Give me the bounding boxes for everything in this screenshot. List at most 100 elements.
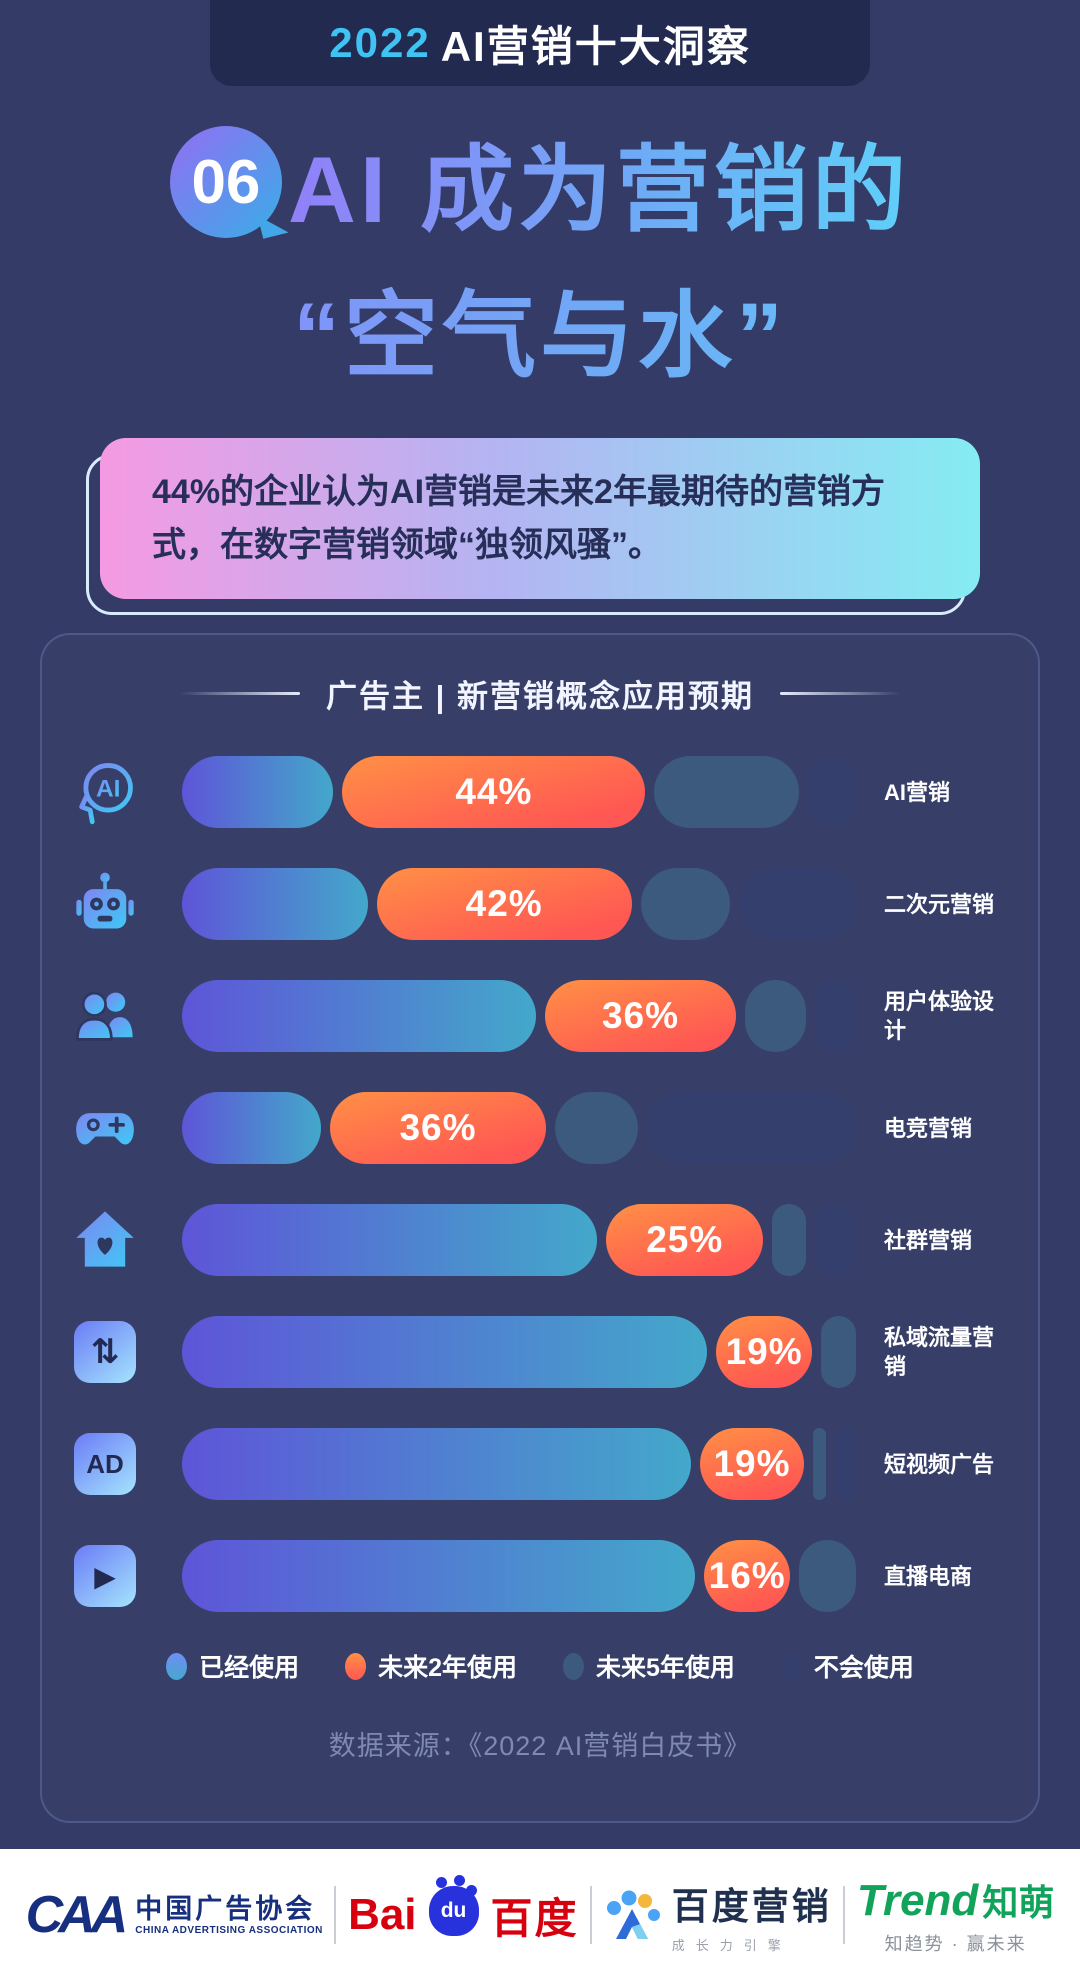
legend-item-future2: 未来2年使用 [345,1648,517,1684]
caa-logo: CAA 中国广告协会 CHINA ADVERTISING ASSOCIATION [26,1885,323,1945]
baidu-marketing-tagline: 成长力引擎 [671,1938,792,1954]
chart-row: ⇅ 19% 私域流量营销 [70,1296,1010,1408]
bar-segment-future2: 36% [545,980,736,1053]
trend-logo: Trend 知萌 知趋势 · 赢未来 [857,1874,1054,1956]
bar-segment-future5 [640,868,730,941]
legend-dot-future5 [563,1652,584,1680]
bar-rows: AI 44% AI营销 42% 二次元营销 36% 用户体验设计 36% 电竞营销 [70,736,1010,1632]
caa-name-en: CHINA ADVERTISING ASSOCIATION [135,1924,323,1936]
bar-category-label: AI营销 [884,779,951,805]
title-rule-right [779,692,900,696]
callout-box: 44%的企业认为AI营销是未来2年最期待的营销方式，在数字营销领域“独领风骚”。 [86,438,980,616]
insight-number-badge: 06 [169,126,282,238]
legend-item-never: 不会使用 [780,1648,914,1684]
chart-row: AD 19% 短视频广告 [70,1408,1010,1520]
bar-segment-future5 [744,980,807,1053]
headline-line1: AI 成为营销的 [288,114,910,250]
bar-segment-future2: 44% [342,756,646,829]
bar-segment-future5 [812,1428,827,1501]
bar-segment-used [182,1204,598,1277]
bar-track: 44% [182,756,856,829]
robot-icon [70,869,140,939]
bar-segment-never [815,980,856,1053]
chart-header: 广告主 | 新营销概念应用预期 [70,671,1010,716]
legend-dot-never [780,1652,802,1680]
top-banner-wrap: 2022 AI营销十大洞察 [0,0,1080,86]
trend-tagline: 知趋势 · 赢未来 [884,1934,1027,1955]
bar-track: 36% [182,1092,856,1165]
banner-year: 2022 [329,19,431,66]
bar-segment-future5 [772,1204,807,1277]
legend-label: 未来2年使用 [378,1654,517,1683]
bar-segment-never [835,1428,857,1501]
bar-segment-never [647,1092,856,1165]
headline-block: 06 AI 成为营销的 “空气与水” [0,114,1080,396]
bar-track: 16% [182,1540,856,1613]
baidu-name-cn: 百度 [490,1894,579,1942]
callout-text: 44%的企业认为AI营销是未来2年最期待的营销方式，在数字营销领域“独领风骚”。 [152,473,885,564]
legend-dot-future2 [345,1652,367,1680]
ad-badge-icon: AD [70,1429,140,1499]
bar-segment-never [815,1204,856,1277]
bar-segment-future2: 19% [700,1428,804,1501]
bar-segment-future2: 36% [330,1092,546,1165]
chart-row: 36% 用户体验设计 [70,960,1010,1072]
trend-name-cn: 知萌 [982,1882,1055,1924]
bar-segment-never [739,868,857,941]
play-icon: ▶ [70,1541,140,1611]
ad-badge-icon: AD [74,1433,136,1496]
ai-head-icon: AI [70,757,140,827]
bar-segment-used [182,756,334,829]
footer-separator [843,1886,846,1945]
bar-category-label: 二次元营销 [884,891,995,917]
baidu-logo: Bai du 百度 [348,1877,579,1946]
footer-separator [590,1886,593,1945]
bar-segment-used [182,1092,322,1165]
bar-category-label: 直播电商 [884,1563,973,1589]
bar-segment-used [182,1540,696,1613]
bar-segment-used [182,868,368,941]
top-banner: 2022 AI营销十大洞察 [210,0,870,86]
bar-segment-future5 [798,1540,856,1613]
bar-segment-used [182,1428,692,1501]
bar-category-label: 社群营销 [884,1227,973,1253]
callout-wrap: 44%的企业认为AI营销是未来2年最期待的营销方式，在数字营销领域“独领风骚”。 [0,438,1080,616]
baidu-bai-text: Bai [348,1890,417,1940]
arrows-updown-icon: ⇅ [74,1321,136,1384]
banner-title: AI营销十大洞察 [440,22,751,70]
bar-segment-future5 [821,1316,856,1389]
data-source: 数据来源：《2022 AI营销白皮书》 [328,1731,752,1762]
caa-name-cn: 中国广告协会 [135,1894,316,1925]
bar-segment-future5 [654,756,799,829]
bar-track: 19% [182,1428,857,1501]
baidu-marketing-paw-icon [606,1890,660,1940]
bar-track: 42% [182,868,857,941]
bar-category-label: 用户体验设计 [884,988,995,1044]
legend-item-future5: 未来5年使用 [563,1648,735,1684]
bar-segment-used [182,980,537,1053]
svg-text:AI: AI [96,776,120,803]
chart-title: 广告主 | 新营销概念应用预期 [326,679,754,715]
bar-segment-future2: 19% [715,1316,813,1389]
bar-segment-future2: 16% [704,1540,790,1613]
chart-row: ▶ 16% 直播电商 [70,1520,1010,1632]
bar-category-label: 私域流量营销 [884,1324,995,1380]
home-heart-icon [70,1205,140,1275]
baidu-paw-icon: du [428,1877,479,1937]
legend-label: 未来5年使用 [596,1654,735,1683]
baidu-marketing-logo: 百度营销 成长力引擎 [604,1876,832,1954]
chart-panel: 广告主 | 新营销概念应用预期 AI 44% AI营销 42% 二次元营销 36% 用户… [40,633,1040,1824]
chart-row: 42% 二次元营销 [70,848,1010,960]
footer-separator [334,1886,337,1945]
chart-row: 36% 电竞营销 [70,1072,1010,1184]
gamepad-icon [70,1093,140,1163]
bar-segment-future2: 42% [376,868,632,941]
users-icon [70,981,140,1051]
play-icon: ▶ [74,1545,136,1608]
title-rule-left [180,692,301,696]
chart-row: 25% 社群营销 [70,1184,1010,1296]
legend-dot-used [166,1652,188,1680]
bar-segment-future2: 25% [606,1204,764,1277]
trend-wordmark: Trend [856,1876,979,1926]
chart-legend: 已经使用 未来2年使用 未来5年使用 不会使用 [70,1648,1010,1684]
